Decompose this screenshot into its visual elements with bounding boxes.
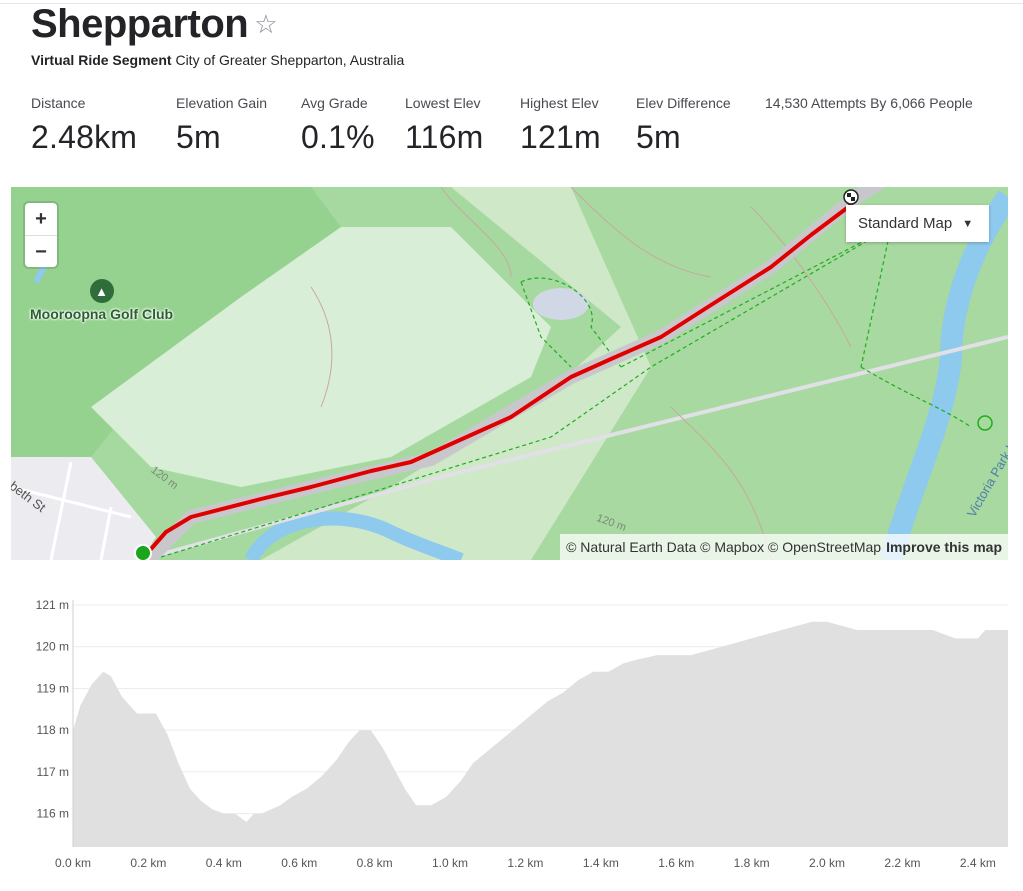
segment-location: City of Greater Shepparton, Australia	[175, 52, 405, 68]
x-tick-label: 0.6 km	[281, 856, 317, 870]
y-tick-label: 120 m	[36, 640, 69, 654]
improve-map-link[interactable]: Improve this map	[886, 539, 1002, 555]
urban-area	[11, 457, 156, 560]
stat-label: Highest Elev	[520, 95, 599, 111]
map-type-dropdown[interactable]: Standard Map ▼	[846, 205, 989, 242]
stat-avg-grade: Avg Grade 0.1%	[301, 95, 375, 156]
zoom-in-button[interactable]: +	[35, 207, 47, 230]
stat-lowest-elev: Lowest Elev 116m	[405, 95, 483, 156]
finish-flag-check	[851, 197, 855, 201]
finish-flag-check	[847, 193, 851, 197]
x-axis: 0.0 km 0.2 km 0.4 km 0.6 km 0.8 km 1.0 km 1.2 …	[55, 856, 996, 870]
y-tick-label: 118 m	[37, 723, 69, 737]
river	[880, 190, 1008, 560]
x-tick-label: 2.2 km	[884, 856, 920, 870]
x-tick-label: 1.0 km	[432, 856, 468, 870]
stat-value: 0.1%	[301, 119, 375, 155]
stat-label: Avg Grade	[301, 95, 368, 111]
stat-value: 121m	[520, 119, 601, 155]
segment-header: Shepparton ☆	[31, 2, 278, 46]
map-attribution: © Natural Earth Data © Mapbox © OpenStre…	[560, 534, 1008, 560]
street-line	[11, 461, 132, 560]
y-axis: 116 m 117 m 118 m 119 m 120 m 121 m	[36, 598, 74, 847]
attribution-text: © Natural Earth Data © Mapbox © OpenStre…	[566, 539, 882, 555]
page-title: Shepparton	[31, 2, 249, 46]
pond	[533, 288, 589, 320]
segment-map[interactable]: + − Standard Map ▼ ▲ Mooroopna Golf Club…	[11, 187, 1008, 560]
map-node	[977, 415, 993, 431]
caret-down-icon: ▼	[962, 217, 974, 230]
y-tick-label: 119 m	[37, 681, 69, 695]
stat-distance: Distance 2.48km	[31, 95, 137, 156]
stat-elevation-gain: Elevation Gain 5m	[176, 95, 267, 156]
stat-value: 2.48km	[31, 119, 138, 155]
x-tick-label: 2.0 km	[809, 856, 845, 870]
x-tick-label: 1.8 km	[734, 856, 770, 870]
golf-course-area	[11, 187, 341, 457]
stat-value: 5m	[176, 119, 221, 155]
zoom-controls: + −	[25, 203, 57, 267]
stat-label: Elev Difference	[636, 95, 731, 111]
stat-label: Lowest Elev	[405, 95, 481, 111]
track-line	[310, 187, 852, 560]
x-tick-label: 0.0 km	[55, 856, 91, 870]
map-canvas[interactable]	[11, 187, 1008, 560]
y-tick-label: 116 m	[37, 807, 69, 821]
x-tick-label: 0.2 km	[130, 856, 166, 870]
walking-path-2	[520, 277, 622, 368]
y-tick-label: 117 m	[37, 765, 69, 779]
x-tick-label: 1.6 km	[658, 856, 694, 870]
elevation-area	[73, 621, 1008, 847]
elevation-profile-chart[interactable]: 116 m 117 m 118 m 119 m 120 m 121 m 0.0 km 0.2…	[0, 590, 1023, 880]
segment-type: Virtual Ride Segment	[31, 52, 172, 68]
x-tick-label: 1.4 km	[583, 856, 619, 870]
stat-highest-elev: Highest Elev 121m	[520, 95, 601, 156]
x-tick-label: 1.2 km	[507, 856, 543, 870]
stat-label: Distance	[31, 95, 86, 111]
attempts-count: 14,530 Attempts By 6,066 People	[765, 95, 973, 111]
stat-value: 116m	[405, 119, 484, 155]
segment-subtitle: Virtual Ride Segment City of Greater She…	[31, 52, 404, 68]
star-icon[interactable]: ☆	[254, 9, 278, 39]
east-park-area	[531, 187, 1008, 560]
poi-golf-club[interactable]: ▲ Mooroopna Golf Club	[30, 279, 173, 322]
zoom-out-button[interactable]: −	[25, 235, 57, 268]
stat-value: 5m	[636, 119, 681, 155]
poi-label: Mooroopna Golf Club	[30, 306, 174, 322]
top-divider	[0, 3, 1023, 4]
river-bottom	[244, 511, 464, 560]
x-tick-label: 0.4 km	[206, 856, 242, 870]
open-field-area	[91, 227, 551, 487]
start-marker	[134, 544, 152, 560]
stat-label: Elevation Gain	[176, 95, 268, 111]
walking-path	[160, 226, 972, 558]
x-tick-label: 2.4 km	[960, 856, 996, 870]
secondary-road	[150, 335, 1008, 559]
segment-route	[149, 203, 853, 551]
tree-icon: ▲	[89, 279, 114, 303]
x-tick-label: 0.8 km	[357, 856, 393, 870]
map-type-label: Standard Map	[858, 215, 953, 232]
y-tick-label: 121 m	[36, 598, 69, 612]
stat-elev-difference: Elev Difference 5m	[636, 95, 731, 156]
